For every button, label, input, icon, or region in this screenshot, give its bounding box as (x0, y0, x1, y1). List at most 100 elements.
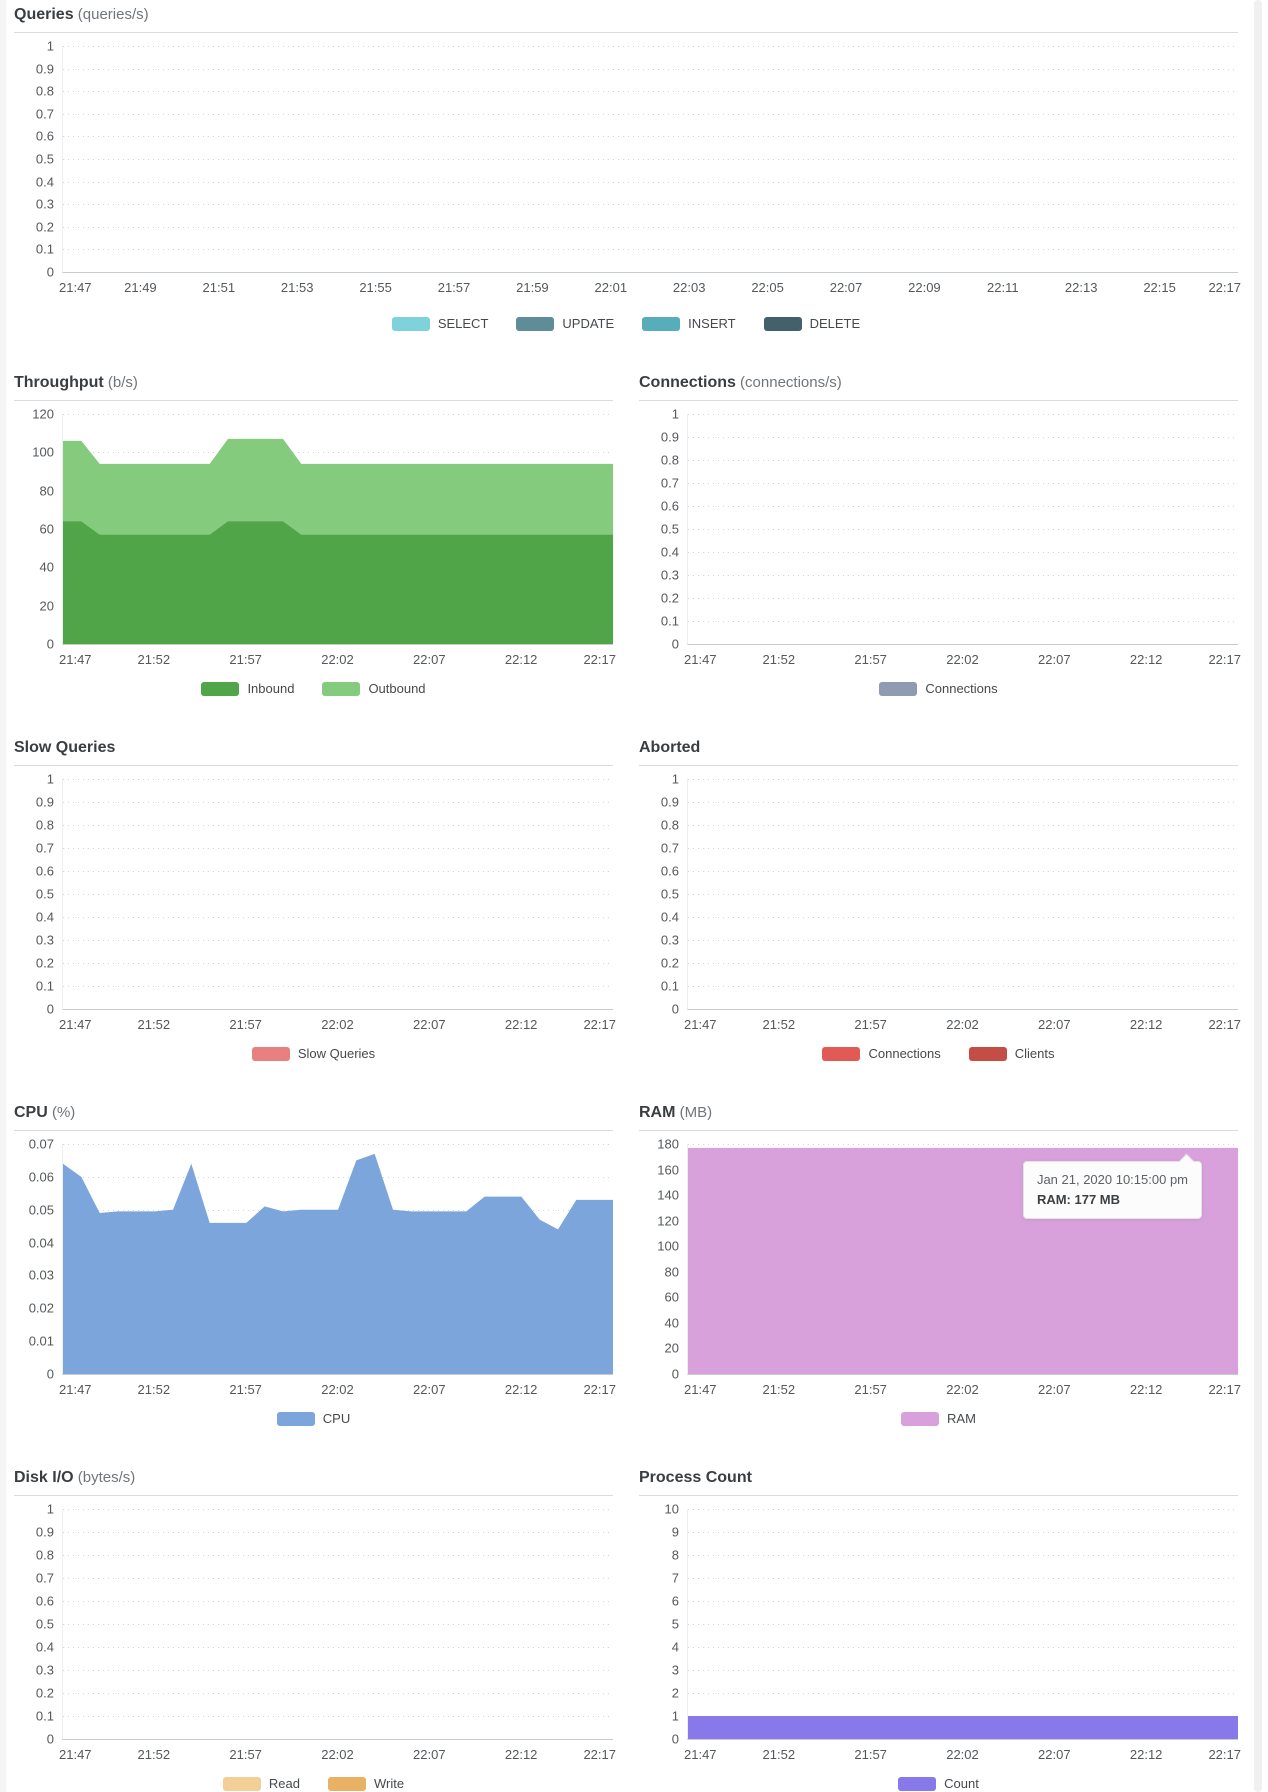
legend-swatch-update (516, 317, 555, 331)
legend-label: Connections (925, 681, 998, 696)
cpu-series-canvas (63, 1153, 613, 1374)
gridline (688, 552, 1238, 553)
throughput-series-canvas (63, 438, 613, 644)
plot-area[interactable] (62, 46, 1238, 273)
x-tick-label: 21:49 (124, 280, 157, 295)
chart-unit-label: (queries/s) (73, 6, 149, 23)
plot-area[interactable] (62, 779, 613, 1010)
gridline (63, 963, 613, 964)
gridline (63, 802, 613, 803)
chart-title-text: Aborted (639, 739, 701, 756)
y-tick-label: 60 (39, 521, 54, 537)
x-tick-label: 22:17 (583, 1017, 616, 1032)
chart-unit-label: (b/s) (103, 374, 138, 391)
y-tick-label: 0.7 (35, 840, 54, 856)
y-tick-label: 0.2 (35, 219, 54, 235)
gridline (688, 1532, 1238, 1533)
x-tick-label: 22:02 (321, 1382, 354, 1397)
legend-item-count[interactable]: Count (898, 1777, 979, 1791)
y-tick-label: 0.4 (35, 174, 54, 190)
y-tick-label: 0.6 (660, 863, 679, 879)
x-tick-label: 21:57 (854, 1747, 887, 1762)
x-tick-label: 21:57 (854, 1382, 887, 1397)
y-tick-label: 0.6 (660, 498, 679, 514)
y-tick-label: 0.4 (35, 1639, 54, 1655)
legend-item-slow-queries[interactable]: Slow Queries (251, 1047, 375, 1061)
chart-queries: Queries (queries/s) 1 0.9 0.8 0.7 0.6 0.5 0.4 0.… (14, 4, 1241, 332)
plot-area[interactable] (62, 414, 613, 645)
plot-row: 180 160 140 120 100 80 60 40 20 0 Jan 21, 2020 10:… (639, 1138, 1238, 1381)
gridline (688, 598, 1238, 599)
plot-area[interactable]: Jan 21, 2020 10:15:00 pm RAM: 177 MB (687, 1144, 1238, 1375)
legend-label: RAM (947, 1411, 976, 1426)
legend-item-inbound[interactable]: Inbound (201, 682, 294, 696)
gridline (63, 136, 1238, 138)
y-tick-label: 9 (671, 1524, 679, 1540)
legend-item-clients[interactable]: Clients (968, 1047, 1055, 1061)
legend-label: SELECT (437, 316, 489, 331)
x-tick-label: 22:02 (946, 1747, 979, 1762)
y-tick-label: 100 (657, 1238, 679, 1254)
plot-area[interactable] (687, 779, 1238, 1010)
plot-area[interactable] (687, 414, 1238, 645)
gridline (63, 249, 1238, 251)
y-tick-label: 0.7 (660, 475, 679, 491)
plot-area[interactable] (62, 1509, 613, 1740)
x-axis-labels: 21:47 21:49 21:51 21:53 21:55 21:57 21:59 22:01… (59, 279, 1241, 296)
y-axis: 0.07 0.06 0.05 0.04 0.03 0.02 0.01 0 (14, 1138, 54, 1381)
y-tick-label: 0.7 (35, 1570, 54, 1586)
x-tick-label: 22:12 (1129, 1382, 1163, 1397)
gridline (688, 848, 1238, 849)
legend-item-delete[interactable]: DELETE (763, 317, 860, 331)
x-tick-label: 22:17 (1208, 1747, 1241, 1762)
gridline (688, 621, 1238, 622)
gridline (688, 825, 1238, 826)
plot-row: 1 0.9 0.8 0.7 0.6 0.5 0.4 0.3 0.2 0.1 0 (14, 773, 613, 1016)
x-tick-label: 22:07 (413, 652, 446, 667)
scrollbar-track[interactable] (1254, 0, 1262, 1792)
series-area-inbound (63, 521, 613, 644)
y-tick-label: 20 (664, 1340, 679, 1356)
gridline (63, 917, 613, 918)
legend-item-cpu[interactable]: CPU (276, 1412, 350, 1426)
y-tick-label: 4 (671, 1639, 679, 1655)
legend-item-insert[interactable]: INSERT (642, 317, 736, 331)
x-tick-label: 21:52 (762, 1017, 796, 1032)
legend-item-connections[interactable]: Connections (879, 681, 998, 696)
chart-title: Disk I/O (bytes/s) (14, 1467, 613, 1496)
plot-area[interactable] (687, 1509, 1238, 1740)
x-tick-label: 22:02 (946, 652, 979, 667)
y-axis: 120 100 80 60 40 20 0 (14, 408, 54, 651)
x-tick-label: 21:53 (280, 280, 314, 295)
x-tick-label: 22:12 (504, 1747, 538, 1762)
y-tick-label: 8 (671, 1547, 679, 1563)
y-tick-label: 0.8 (35, 1547, 54, 1563)
plot-row: 1 0.9 0.8 0.7 0.6 0.5 0.4 0.3 0.2 0.1 0 (639, 408, 1238, 651)
gridline (63, 871, 613, 872)
legend-item-outbound[interactable]: Outbound (322, 682, 426, 696)
y-tick-label: 40 (664, 1315, 679, 1331)
y-tick-label: 0 (46, 1366, 54, 1382)
legend-item-connections[interactable]: Connections (822, 1047, 941, 1061)
y-tick-label: 0.1 (660, 978, 679, 994)
y-tick-label: 0.07 (28, 1136, 54, 1152)
legend-item-read[interactable]: Read (222, 1777, 300, 1791)
gridline (63, 1716, 613, 1717)
y-tick-label: 0.2 (660, 590, 679, 606)
gridline (63, 940, 613, 941)
gridline (688, 483, 1238, 484)
legend-swatch-inbound (201, 682, 240, 696)
legend-item-update[interactable]: UPDATE (516, 317, 614, 331)
y-tick-label: 1 (671, 1708, 679, 1724)
legend-item-select[interactable]: SELECT (391, 316, 489, 331)
chart-ram: RAM (MB) 180 160 140 120 100 80 60 40 20 0 Jan 21, … (639, 1102, 1241, 1427)
chart-title: Queries (queries/s) (14, 4, 1238, 33)
page-left-gutter (0, 0, 6, 1792)
y-tick-label: 0.3 (660, 932, 679, 948)
x-tick-label: 21:47 (59, 1017, 92, 1032)
chart-process-count: Process Count 10 9 8 7 6 5 4 3 2 1 0 21:47 21:52 21:57… (639, 1467, 1241, 1792)
legend-item-write[interactable]: Write (327, 1777, 404, 1791)
legend-item-ram[interactable]: RAM (901, 1412, 976, 1426)
plot-area[interactable] (62, 1144, 613, 1375)
y-tick-label: 0.3 (35, 932, 54, 948)
